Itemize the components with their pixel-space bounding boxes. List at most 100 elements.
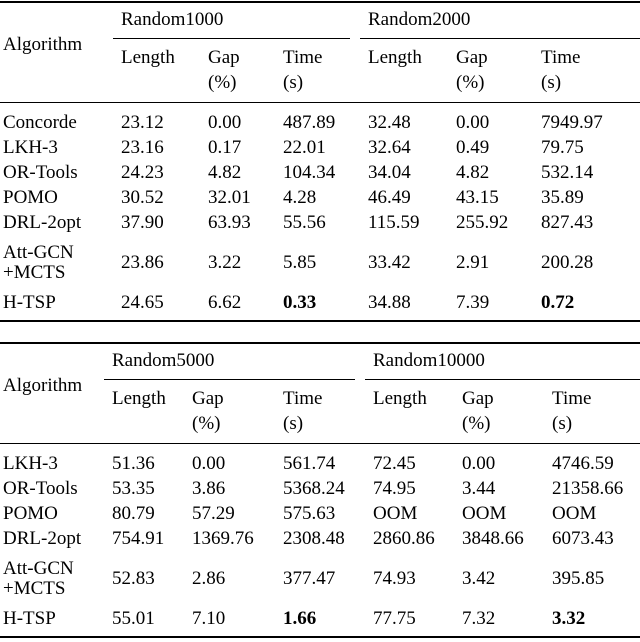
cell: 0.00 [462,452,496,474]
cell: 21358.66 [552,477,624,499]
row-label: Att-GCN [3,557,74,579]
column-header: (%) [208,72,237,93]
cell: 6.62 [208,291,242,313]
rule [0,320,640,322]
cell: 0.00 [208,111,242,133]
cell: 487.89 [283,111,336,133]
cell: 115.59 [368,211,420,233]
column-header: Time [552,388,592,409]
cell: 1.66 [283,607,317,629]
cell: 33.42 [368,251,411,273]
group-header: Random1000 [121,9,224,30]
cell: 532.14 [541,161,594,183]
column-header: (s) [283,413,304,434]
cell: 37.90 [121,211,164,233]
cell: 104.34 [283,161,336,183]
cell: OOM [373,502,418,524]
row-label: Att-GCN [3,241,74,263]
column-header: (%) [462,413,491,434]
cell: 5368.24 [283,477,345,499]
cell: 32.48 [368,111,411,133]
cell: 72.45 [373,452,416,474]
rule [365,379,640,380]
cell: 79.75 [541,136,584,158]
cell: 0.33 [283,291,317,313]
cell: 1369.76 [192,527,254,549]
cell: 57.29 [192,502,235,524]
cell: 395.85 [552,567,605,589]
cell: 0.49 [456,136,490,158]
cell: 23.86 [121,251,164,273]
cell: 3.32 [552,607,586,629]
rule [0,636,640,638]
row-label: Concorde [3,111,77,133]
cell: 3.86 [192,477,226,499]
column-header: Length [121,47,175,68]
cell: 77.75 [373,607,416,629]
cell: 0.72 [541,291,575,313]
column-header: Time [283,388,323,409]
column-header: (%) [456,72,485,93]
rule [0,102,640,103]
cell: 4.28 [283,186,317,208]
cell: 30.52 [121,186,164,208]
cell: 51.36 [112,452,155,474]
row-label: POMO [3,186,58,208]
column-header: (s) [552,413,573,434]
cell: 43.15 [456,186,499,208]
cell: 7.39 [456,291,490,313]
cell: 24.65 [121,291,164,313]
cell: OOM [462,502,507,524]
row-label: H-TSP [3,607,56,629]
cell: 827.43 [541,211,594,233]
cell: 74.93 [373,567,416,589]
column-header: Length [368,47,422,68]
column-header: Algorithm [3,375,83,396]
cell: 34.04 [368,161,411,183]
cell: 32.64 [368,136,411,158]
cell: 53.35 [112,477,155,499]
cell: 5.85 [283,251,317,273]
rule [113,38,350,39]
cell: 3.22 [208,251,242,273]
group-header: Random2000 [368,9,471,30]
row-label: DRL-2opt [3,211,82,233]
cell: 575.63 [283,502,336,524]
cell: 24.23 [121,161,164,183]
cell: 754.91 [112,527,165,549]
cell: 0.00 [456,111,490,133]
column-header: Gap [192,388,224,409]
cell: 4.82 [456,161,490,183]
cell: 0.17 [208,136,242,158]
rule [360,38,640,39]
cell: 4746.59 [552,452,614,474]
column-header: Length [112,388,166,409]
cell: 3.44 [462,477,496,499]
cell: 35.89 [541,186,584,208]
cell: 23.16 [121,136,164,158]
cell: 22.01 [283,136,326,158]
cell: 7.32 [462,607,496,629]
column-header: Gap [456,47,488,68]
rule [0,443,640,444]
cell: 7.10 [192,607,226,629]
rule [0,1,640,3]
cell: 2308.48 [283,527,345,549]
column-header: Length [373,388,427,409]
column-header: Time [283,47,323,68]
rule [104,379,355,380]
cell: 80.79 [112,502,155,524]
group-header: Random5000 [112,350,215,371]
row-label: POMO [3,502,58,524]
cell: 46.49 [368,186,411,208]
cell: 0.00 [192,452,226,474]
column-header: (s) [541,72,562,93]
cell: 7949.97 [541,111,603,133]
cell: OOM [552,502,597,524]
cell: 200.28 [541,251,594,273]
row-label: +MCTS [3,577,66,599]
group-header: Random10000 [373,350,485,371]
column-header: Gap [208,47,240,68]
cell: 32.01 [208,186,251,208]
